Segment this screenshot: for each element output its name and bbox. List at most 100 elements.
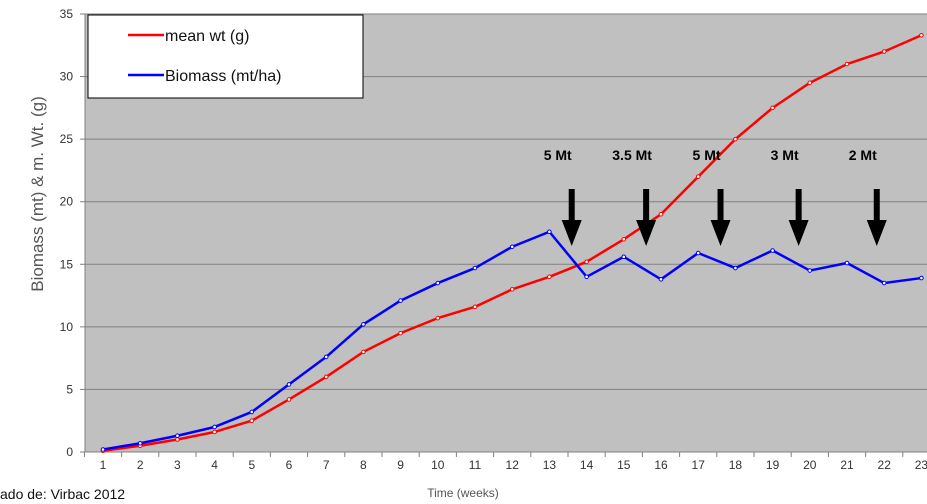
x-tick-label-18: 18 (729, 458, 743, 472)
y-tick-label-10: 10 (60, 320, 74, 334)
y-axis: 0 5 10 15 20 25 30 35 (60, 7, 86, 459)
harvest-arrow-shaft-0 (568, 189, 575, 222)
legend-box (87, 14, 364, 99)
series-0-point-5 (249, 418, 255, 424)
series-1-point-19 (770, 248, 775, 253)
series-0-point-12 (509, 287, 515, 292)
x-tick-label-3: 3 (174, 458, 181, 472)
harvest-arrow-head-3 (788, 220, 809, 246)
y-tick-label-15: 15 (60, 257, 74, 271)
series-0-point-18 (733, 136, 738, 142)
harvest-label-3: 3 Mt (771, 147, 799, 163)
y-tick-label-30: 30 (60, 70, 74, 84)
series-0-point-7 (323, 374, 329, 380)
x-tick-label-17: 17 (692, 458, 706, 472)
series-1-point-1 (100, 447, 106, 452)
harvest-label-2: 5 Mt (693, 147, 721, 163)
legend: mean wt (g) Biomass (mt/ha) (87, 14, 364, 99)
y-tick-label-5: 5 (66, 382, 73, 396)
legend-label-mean-wt: mean wt (g) (165, 28, 249, 45)
source-caption: ado de: Virbac 2012 (0, 486, 126, 502)
series-1-point-23 (919, 275, 924, 281)
harvest-arrow-head-0 (561, 220, 582, 246)
series-0-point-16 (658, 211, 664, 217)
x-tick-label-5: 5 (248, 458, 255, 472)
x-tick-label-16: 16 (654, 458, 668, 472)
series-0-point-22 (881, 49, 887, 54)
series-1-point-11 (472, 265, 478, 271)
x-tick-label-21: 21 (840, 458, 854, 472)
legend-label-biomass: Biomass (mt/ha) (165, 68, 281, 85)
x-tick-label-13: 13 (543, 458, 557, 472)
series-1-point-4 (212, 424, 217, 430)
series-1-point-5 (249, 409, 255, 415)
series-0-point-19 (770, 105, 775, 111)
series-1-point-13 (547, 229, 552, 235)
series-0-point-21 (844, 61, 850, 67)
series-1-point-22 (881, 280, 887, 286)
series-0-point-15 (621, 236, 627, 242)
x-tick-label-2: 2 (137, 458, 144, 472)
x-tick-label-6: 6 (286, 458, 293, 472)
series-1-point-20 (807, 268, 813, 273)
series-1-point-3 (175, 433, 180, 439)
x-tick-label-1: 1 (100, 458, 107, 472)
x-tick-label-11: 11 (469, 458, 482, 472)
series-0-point-20 (807, 80, 813, 86)
harvest-arrow-shaft-4 (873, 189, 880, 222)
harvest-label-1: 3.5 Mt (612, 147, 652, 163)
series-0-point-17 (695, 174, 701, 179)
series-1-point-14 (584, 274, 589, 280)
x-tick-label-4: 4 (211, 458, 218, 472)
x-tick-label-15: 15 (617, 458, 631, 472)
series-0-point-9 (398, 330, 403, 336)
series-1-point-6 (286, 382, 292, 387)
series-1-point-17 (695, 250, 701, 256)
series-0-point-23 (919, 32, 924, 38)
harvest-arrow-head-1 (636, 220, 657, 246)
x-tick-label-22: 22 (878, 458, 892, 472)
series-1-point-12 (509, 244, 515, 250)
series-0-point-6 (286, 397, 292, 402)
series-1-point-16 (658, 277, 664, 282)
series-1-point-10 (435, 280, 441, 286)
x-tick-label-7: 7 (323, 458, 330, 472)
series-0-point-10 (435, 315, 441, 321)
harvest-arrow-shaft-3 (795, 189, 802, 222)
y-tick-label-0: 0 (66, 445, 73, 459)
x-axis-label: Time (weeks) (427, 486, 499, 500)
series-1-point-15 (621, 254, 627, 260)
x-tick-label-19: 19 (766, 458, 780, 472)
harvest-arrow-head-2 (710, 220, 731, 246)
series-0-point-8 (361, 349, 366, 355)
series-1-point-18 (733, 265, 738, 271)
y-tick-label-20: 20 (60, 195, 74, 209)
x-tick-label-9: 9 (397, 458, 404, 472)
series-0-point-13 (547, 274, 552, 280)
series-0-point-11 (472, 304, 478, 310)
y-axis-label: Biomass (mt) & m. Wt. (g) (28, 96, 47, 292)
y-tick-label-25: 25 (60, 132, 74, 146)
series-0-point-14 (584, 259, 589, 265)
x-tick-label-12: 12 (506, 458, 520, 472)
harvest-arrow-shaft-1 (643, 189, 650, 222)
x-axis: 1 2 3 4 5 6 7 8 9 10 11 12 13 14 15 16 17 18 19 20 21 22 23 (83, 451, 927, 472)
x-tick-label-14: 14 (580, 458, 594, 472)
series-1-point-8 (361, 322, 366, 327)
series-1-point-2 (137, 440, 143, 446)
x-tick-label-8: 8 (360, 458, 367, 472)
x-tick-label-20: 20 (803, 458, 817, 472)
series-1-point-7 (323, 354, 329, 360)
harvest-arrow-head-4 (866, 220, 887, 246)
harvest-label-0: 5 Mt (544, 147, 572, 163)
harvest-label-4: 2 Mt (849, 147, 877, 163)
series-0-point-3 (175, 437, 180, 442)
harvest-arrow-shaft-2 (717, 189, 724, 222)
x-tick-label-10: 10 (431, 458, 445, 472)
annotations-group: 5 Mt 3.5 Mt 5 Mt 3 Mt 2 Mt (544, 147, 887, 246)
x-tick-label-23: 23 (915, 458, 927, 472)
series-1-point-21 (844, 260, 850, 266)
series-group (100, 32, 924, 454)
series-1-point-9 (398, 298, 403, 303)
